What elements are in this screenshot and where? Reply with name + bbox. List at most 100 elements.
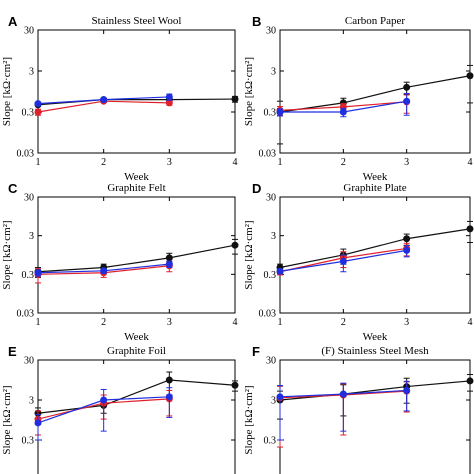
panel-a-series-blue-point [34, 100, 42, 108]
panel-b-series-blue-point [339, 108, 347, 116]
panel-d-ylabel: Slope [kΩ·cm²] [243, 220, 255, 289]
panel-f-ytick-label: 0.3 [264, 436, 277, 447]
panel-e-ytick-label: 3 [29, 396, 34, 407]
panel-a-ytick-label: 0.03 [17, 149, 35, 160]
panel-a-series-red-point [34, 108, 42, 116]
panel-d-ytick-label: 0.3 [264, 270, 277, 281]
panel-f-ytick-label: 30 [266, 356, 276, 367]
panel-f-letter: F [252, 344, 260, 359]
panel-c-ytick-label: 0.03 [17, 309, 35, 320]
panel-b-xtick-label: 2 [341, 157, 346, 168]
panel-b-series-blue-point [403, 97, 411, 105]
panel-c-axes-frame [37, 196, 236, 314]
panel-d-xtick-label: 4 [468, 317, 473, 328]
panel-b-axes-frame [279, 29, 471, 154]
panel-d-series-black-point [403, 235, 411, 243]
panel-a-ylabel: Slope [kΩ·cm²] [1, 57, 13, 126]
panel-d-letter: D [252, 181, 261, 196]
panel-d-series-blue-point [276, 267, 284, 275]
panel-c-series-blue-point [34, 269, 42, 277]
panel-c-ytick-label: 0.3 [22, 270, 35, 281]
panel-b-ytick-label: 30 [266, 26, 276, 37]
panel-e-series-blue-point [100, 396, 108, 404]
panel-f-series-blue-point [276, 393, 284, 401]
panel-c-ytick-label: 30 [24, 193, 34, 204]
panel-b-series-blue-point [276, 108, 284, 116]
panel-e-series-black-line [37, 379, 236, 414]
panel-e-series-black-point [231, 381, 239, 389]
panel-b-title: Carbon Paper [345, 15, 406, 27]
panel-d-ytick-label: 3 [271, 231, 276, 242]
panel-d-xtick-label: 3 [404, 317, 409, 328]
panel-c-ytick-label: 3 [29, 231, 34, 242]
panel-a-axes-frame [37, 29, 236, 154]
panel-b-xtick-label: 3 [404, 157, 409, 168]
panel-b-ytick-label: 3 [271, 67, 276, 78]
panel-d-xlabel: Week [363, 331, 388, 343]
panel-f-series-black-point [466, 377, 474, 385]
panel-d-ytick-label: 0.03 [259, 309, 277, 320]
panel-e-ylabel: Slope [kΩ·cm²] [1, 385, 13, 454]
panel-a-xtick-label: 3 [167, 157, 172, 168]
panel-a-series-blue-point [100, 96, 108, 104]
panel-c-title: Graphite Felt [107, 182, 165, 194]
panel-e-title: Graphite Foil [107, 345, 166, 357]
panel-a-ytick-label: 0.3 [22, 108, 35, 119]
panel-c-series-black-point [165, 254, 173, 262]
panel-d-series-blue-point [403, 246, 411, 254]
panel-d-xtick-label: 2 [341, 317, 346, 328]
panel-c-series-black-point [231, 241, 239, 249]
panel-d-series-blue-point [339, 257, 347, 265]
panel-e-series-black-point [165, 376, 173, 384]
panel-b-letter: B [252, 14, 261, 29]
panel-c-xtick-label: 2 [101, 317, 106, 328]
panel-d-series-black-point [466, 225, 474, 233]
panel-a-series-blue-point [165, 93, 173, 101]
panel-c-series-black-line [37, 244, 236, 273]
panel-b-ytick-label: 0.03 [259, 149, 277, 160]
panel-c-xtick-label: 1 [36, 317, 41, 328]
panel-f-series-blue-point [403, 386, 411, 394]
panel-b-series-black-point [403, 83, 411, 91]
panel-b-ytick-label: 0.3 [264, 108, 277, 119]
panel-c-xtick-label: 3 [167, 317, 172, 328]
panel-c-xtick-label: 4 [233, 317, 238, 328]
panel-e-ytick-label: 0.3 [22, 436, 35, 447]
panel-f-title: (F) Stainless Steel Mesh [321, 345, 429, 357]
panel-c-series-blue-point [100, 267, 108, 275]
panel-b-ylabel: Slope [kΩ·cm²] [243, 57, 255, 126]
panel-a-xtick-label: 1 [36, 157, 41, 168]
panel-d-axes-frame [279, 196, 471, 314]
panel-b-xlabel: Week [363, 171, 388, 183]
panel-d-ytick-label: 30 [266, 193, 276, 204]
panel-c-ylabel: Slope [kΩ·cm²] [1, 220, 13, 289]
panel-d-series-black-line [279, 228, 471, 269]
panel-c-series-blue-point [165, 260, 173, 268]
panel-e-series-blue-point [34, 419, 42, 427]
panel-e-letter: E [8, 344, 17, 359]
panel-d-xtick-label: 1 [278, 317, 283, 328]
panel-b-series-black-line [279, 75, 471, 113]
panel-b-series-black-point [466, 72, 474, 80]
panel-e-ytick-label: 30 [24, 356, 34, 367]
panel-f-series-black-line [279, 380, 471, 401]
panel-d-title: Graphite Plate [343, 182, 406, 194]
panel-c-letter: C [8, 181, 18, 196]
panel-c-xlabel: Week [124, 331, 149, 343]
panel-b-xtick-label: 1 [278, 157, 283, 168]
panel-a-xlabel: Week [124, 171, 149, 183]
panel-a-series-black-point [231, 95, 239, 103]
panel-e-series-blue-point [165, 393, 173, 401]
panel-a-ytick-label: 30 [24, 26, 34, 37]
panel-a-xtick-label: 4 [233, 157, 238, 168]
panel-f-ytick-label: 3 [271, 396, 276, 407]
panel-a-ytick-label: 3 [29, 67, 34, 78]
panel-a-series-red-point [165, 99, 173, 107]
panel-f-series-blue-point [339, 390, 347, 398]
panel-b-xtick-label: 4 [468, 157, 473, 168]
panel-f-ylabel: Slope [kΩ·cm²] [243, 385, 255, 454]
panel-f-axes-frame [279, 359, 471, 474]
panel-a-letter: A [8, 14, 18, 29]
panel-e-axes-frame [37, 359, 236, 474]
